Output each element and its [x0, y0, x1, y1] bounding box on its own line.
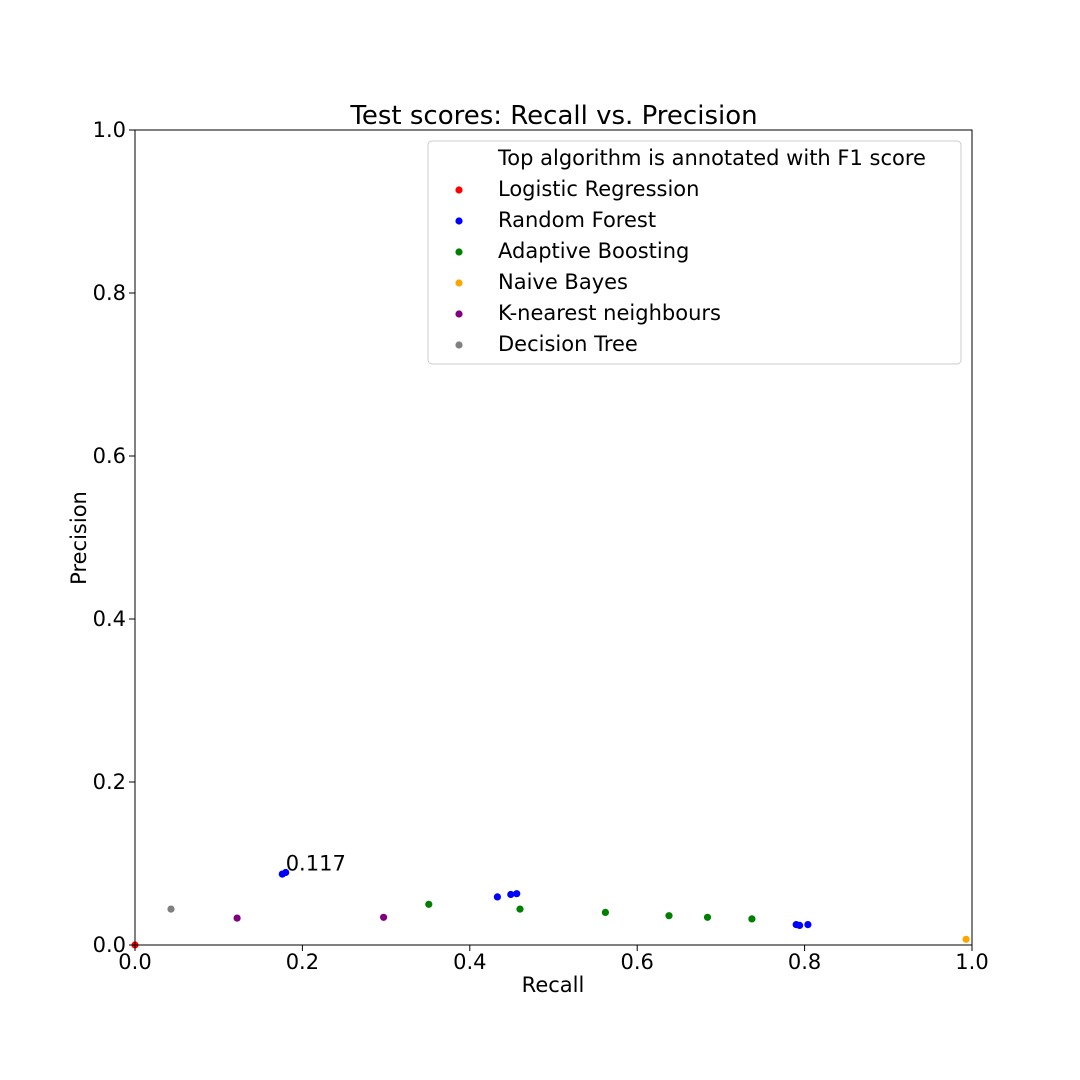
point-adaptive-boosting-1 [425, 900, 433, 908]
data-points [131, 868, 970, 949]
point-adaptive-boosting-2 [516, 905, 524, 913]
y-tick-label: 0.0 [93, 933, 126, 957]
legend-note: Top algorithm is annotated with F1 score [497, 146, 926, 170]
legend-frame [427, 140, 962, 365]
x-tick-label: 0.2 [286, 950, 319, 974]
point-random-forest-2 [282, 868, 290, 877]
legend-label-adaptive-boosting: Adaptive Boosting [498, 239, 689, 263]
legend-marker-naive-bayes [455, 279, 463, 287]
f1-annotation: 0.117 [286, 852, 346, 876]
legend-label-naive-bayes: Naive Bayes [498, 270, 628, 294]
y-axis-label: Precision [67, 491, 91, 585]
legend-marker-decision-tree [455, 341, 463, 349]
y-tick-label: 0.4 [93, 607, 126, 631]
x-tick-label: 0.0 [118, 950, 151, 974]
y-tick-label: 0.2 [93, 770, 126, 794]
point-adaptive-boosting-4 [665, 912, 673, 920]
legend-marker-k-nearest-neighbours [455, 310, 463, 318]
y-tick-label: 1.0 [93, 118, 126, 142]
y-axis-ticks: 0.0 0.2 0.4 0.6 0.8 1.0 [93, 118, 135, 957]
chart-title: Test scores: Recall vs. Precision [349, 101, 757, 131]
point-adaptive-boosting-5 [703, 913, 712, 921]
point-random-forest-3 [493, 893, 501, 901]
point-random-forest-4 [507, 890, 515, 899]
point-adaptive-boosting-6 [748, 915, 756, 923]
legend-label-logistic-regression: Logistic Regression [498, 177, 699, 201]
x-tick-label: 1.0 [955, 950, 988, 974]
legend-label-k-nearest-neighbours: K-nearest neighbours [498, 301, 721, 325]
point-random-forest-5 [513, 890, 521, 898]
legend: Top algorithm is annotated with F1 score… [427, 140, 962, 365]
legend-marker-adaptive-boosting [455, 248, 463, 256]
point-k-nearest-neighbours-1 [233, 914, 241, 922]
legend-label-decision-tree: Decision Tree [498, 332, 638, 356]
x-tick-label: 0.4 [453, 950, 486, 974]
x-tick-label: 0.6 [620, 950, 653, 974]
legend-marker-logistic-regression [455, 186, 463, 194]
point-random-forest-8 [804, 921, 812, 929]
point-adaptive-boosting-3 [601, 908, 610, 917]
point-naive-bayes-1 [962, 935, 970, 943]
point-decision-tree-1 [167, 905, 175, 913]
x-axis-label: Recall [522, 973, 585, 997]
x-axis-ticks: 0.0 0.2 0.4 0.6 0.8 1.0 [118, 945, 989, 974]
annotations: 0.117 [286, 852, 346, 876]
x-tick-label: 0.8 [788, 950, 821, 974]
point-k-nearest-neighbours-2 [380, 913, 388, 921]
y-tick-label: 0.6 [93, 444, 126, 468]
point-random-forest-7 [796, 921, 804, 930]
y-tick-label: 0.8 [93, 281, 126, 305]
legend-marker-random-forest [455, 217, 463, 225]
legend-label-random-forest: Random Forest [498, 208, 656, 232]
plot-frame [134, 129, 973, 946]
